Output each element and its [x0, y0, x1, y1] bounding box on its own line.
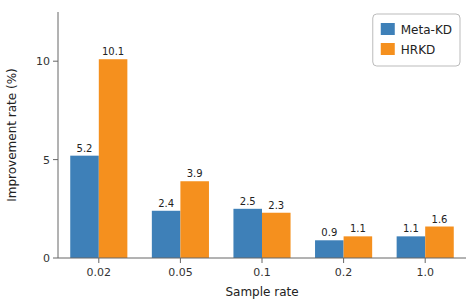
data-label: 5.2	[77, 143, 93, 154]
bar	[180, 181, 209, 258]
bar	[262, 213, 291, 258]
bar	[70, 156, 99, 258]
y-tick	[53, 258, 58, 259]
x-tick-label: 0.2	[335, 266, 353, 279]
x-axis-label: Sample rate	[225, 285, 298, 299]
bar	[233, 209, 262, 258]
y-tick	[53, 61, 58, 62]
data-label: 0.9	[321, 227, 337, 238]
data-label: 10.1	[102, 46, 124, 57]
x-tick-label: 0.05	[168, 266, 193, 279]
chart-svg: 0 5 10 5.2 2.4 2.5 0.9 1.1 10.1 3.9 2.3 1.1 1.6 0.02 0…	[0, 0, 476, 304]
legend-label: Meta-KD	[401, 23, 452, 37]
bar	[99, 59, 128, 258]
data-label: 1.6	[432, 214, 448, 225]
data-label: 2.3	[268, 200, 284, 211]
bar	[344, 236, 373, 258]
x-tick	[343, 258, 344, 263]
legend-frame	[373, 14, 460, 66]
legend-label: HRKD	[401, 43, 435, 57]
legend: Meta-KD HRKD	[373, 14, 460, 66]
y-tick-label: 10	[36, 55, 50, 68]
chart-container: 0 5 10 5.2 2.4 2.5 0.9 1.1 10.1 3.9 2.3 1.1 1.6 0.02 0…	[0, 0, 476, 304]
x-tick	[262, 258, 263, 263]
y-axis-label: Improvement rate (%)	[5, 68, 19, 202]
y-axis-line	[58, 12, 59, 258]
data-label: 2.4	[158, 198, 174, 209]
bars	[70, 59, 454, 258]
x-tick	[425, 258, 426, 263]
y-tick-label: 5	[43, 154, 50, 167]
x-tick-label: 1.0	[416, 266, 434, 279]
data-label: 3.9	[187, 168, 203, 179]
legend-swatch	[381, 23, 395, 35]
bar	[425, 227, 454, 258]
x-tick	[180, 258, 181, 263]
data-label: 2.5	[240, 196, 256, 207]
x-tick-label: 0.1	[253, 266, 271, 279]
bar	[152, 211, 181, 258]
x-tick-label: 0.02	[87, 266, 112, 279]
bar	[315, 240, 344, 258]
x-tick	[98, 258, 99, 263]
data-label: 1.1	[403, 223, 419, 234]
data-label: 1.1	[350, 223, 366, 234]
legend-swatch	[381, 43, 395, 55]
y-tick-label: 0	[43, 252, 50, 265]
bar	[397, 236, 426, 258]
y-tick	[53, 159, 58, 160]
